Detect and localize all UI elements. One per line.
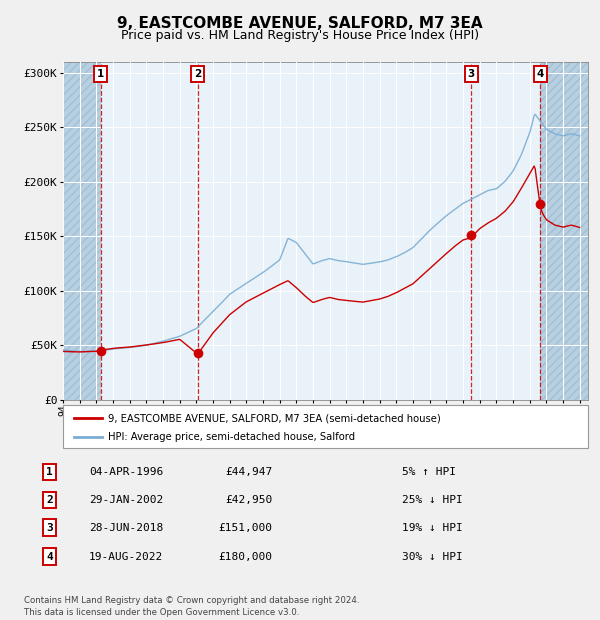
- Text: 9, EASTCOMBE AVENUE, SALFORD, M7 3EA (semi-detached house): 9, EASTCOMBE AVENUE, SALFORD, M7 3EA (se…: [107, 413, 440, 423]
- FancyBboxPatch shape: [63, 405, 588, 448]
- Text: 1: 1: [46, 467, 53, 477]
- Bar: [471, 62, 540, 400]
- Text: HPI: Average price, semi-detached house, Salford: HPI: Average price, semi-detached house,…: [107, 432, 355, 442]
- Text: 19-AUG-2022: 19-AUG-2022: [89, 552, 163, 562]
- Bar: [63, 62, 101, 400]
- Text: 3: 3: [467, 69, 475, 79]
- Text: 28-JUN-2018: 28-JUN-2018: [89, 523, 163, 533]
- Bar: [540, 62, 588, 400]
- Text: 30% ↓ HPI: 30% ↓ HPI: [402, 552, 463, 562]
- Text: Contains HM Land Registry data © Crown copyright and database right 2024.
This d: Contains HM Land Registry data © Crown c…: [24, 596, 359, 617]
- Text: 1: 1: [97, 69, 104, 79]
- Bar: [101, 62, 197, 400]
- Text: £44,947: £44,947: [225, 467, 272, 477]
- Text: 04-APR-1996: 04-APR-1996: [89, 467, 163, 477]
- Bar: [540, 62, 588, 400]
- Text: 25% ↓ HPI: 25% ↓ HPI: [402, 495, 463, 505]
- Text: 5% ↑ HPI: 5% ↑ HPI: [402, 467, 456, 477]
- Text: £42,950: £42,950: [225, 495, 272, 505]
- Text: £180,000: £180,000: [218, 552, 272, 562]
- Text: 29-JAN-2002: 29-JAN-2002: [89, 495, 163, 505]
- Text: 4: 4: [536, 69, 544, 79]
- Text: 19% ↓ HPI: 19% ↓ HPI: [402, 523, 463, 533]
- Text: 9, EASTCOMBE AVENUE, SALFORD, M7 3EA: 9, EASTCOMBE AVENUE, SALFORD, M7 3EA: [117, 16, 483, 31]
- Text: 2: 2: [46, 495, 53, 505]
- Text: 2: 2: [194, 69, 201, 79]
- Bar: [63, 62, 101, 400]
- Text: 3: 3: [46, 523, 53, 533]
- Text: 4: 4: [46, 552, 53, 562]
- Bar: [197, 62, 471, 400]
- Text: £151,000: £151,000: [218, 523, 272, 533]
- Text: Price paid vs. HM Land Registry's House Price Index (HPI): Price paid vs. HM Land Registry's House …: [121, 29, 479, 42]
